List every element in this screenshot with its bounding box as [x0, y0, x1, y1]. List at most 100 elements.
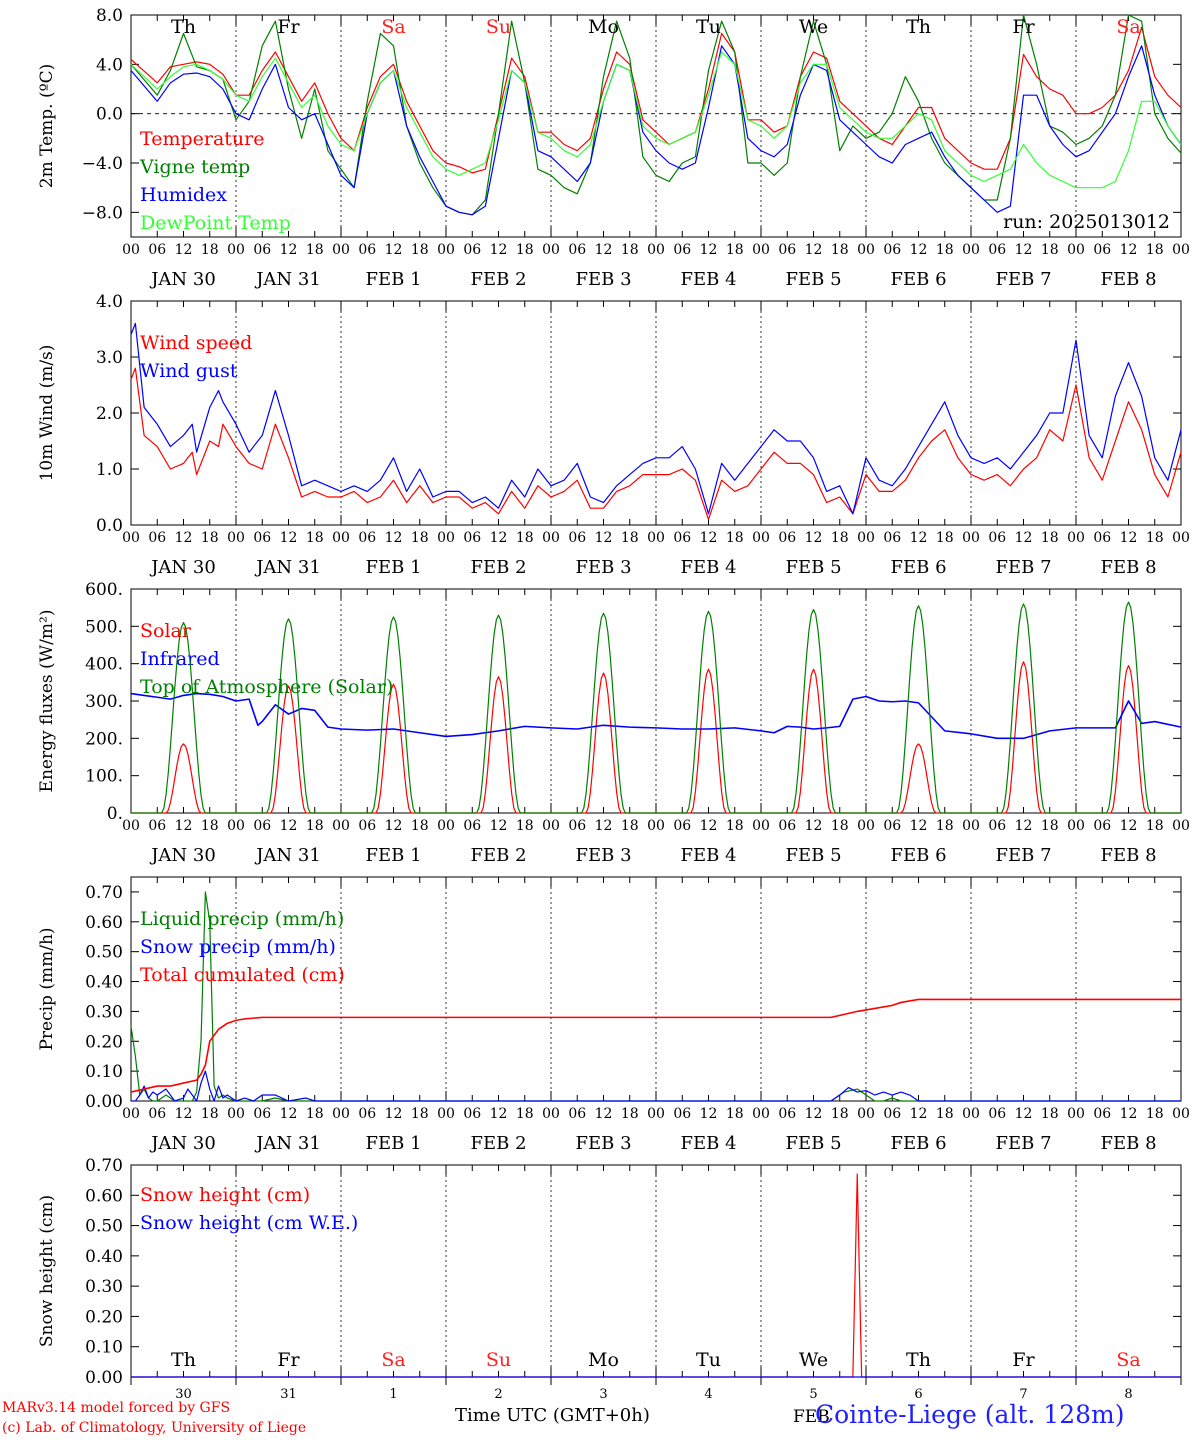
temp-weekday-label: Su [486, 16, 511, 38]
precip-ytick-label: 0.20 [85, 1032, 123, 1052]
precip-ylabel: Precip (mm/h) [37, 927, 57, 1050]
temp-weekday-label: Sa [1116, 16, 1140, 38]
precip-hour-label: 18 [306, 1106, 324, 1122]
temp-hour-label: 06 [148, 242, 166, 258]
temp-date-label: FEB 1 [365, 269, 421, 290]
energy-hour-label: 00 [1067, 818, 1085, 834]
wind-date-label: JAN 30 [149, 557, 216, 578]
energy-hour-label: 00 [752, 818, 770, 834]
temp-hour-label: 12 [1015, 242, 1033, 258]
precip-date-label: FEB 8 [1100, 1133, 1156, 1154]
temp-hour-label: 06 [463, 242, 481, 258]
wind-ytick-label: 3.0 [96, 348, 123, 368]
energy-hour-label: 18 [516, 818, 534, 834]
wind-date-label: FEB 1 [365, 557, 421, 578]
wind-hour-label: 00 [332, 530, 350, 546]
energy-hour-label: 00 [857, 818, 875, 834]
precip-date-label: FEB 6 [890, 1133, 946, 1154]
precip-hour-label: 00 [332, 1106, 350, 1122]
precip-hour-label: 06 [988, 1106, 1006, 1122]
energy-hour-label: 06 [463, 818, 481, 834]
precip-hour-label: 12 [1120, 1106, 1138, 1122]
wind-hour-label: 06 [253, 530, 271, 546]
precip-date-label: JAN 30 [149, 1133, 216, 1154]
snow-weekday-label: Sa [381, 1349, 405, 1371]
energy-hour-label: 06 [778, 818, 796, 834]
precip-hour-label: 18 [516, 1106, 534, 1122]
wind-hour-label: 06 [988, 530, 1006, 546]
temp-series-0 [130, 26, 1182, 174]
temp-date-label: FEB 5 [785, 269, 841, 290]
wind-hour-label: 12 [280, 530, 298, 546]
energy-hour-label: 12 [280, 818, 298, 834]
snow-day-number: 31 [280, 1387, 297, 1402]
temp-weekday-label: Th [171, 16, 196, 38]
energy-hour-label: 18 [1146, 818, 1164, 834]
temp-hour-label: 12 [805, 242, 823, 258]
wind-ytick-label: 4.0 [96, 292, 123, 312]
temp-date-label: FEB 3 [575, 269, 631, 290]
temp-weekday-label: Sa [381, 16, 405, 38]
precip-ytick-label: 0.30 [85, 1002, 123, 1022]
precip-hour-label: 06 [673, 1106, 691, 1122]
temp-ytick-label: 8.0 [96, 6, 123, 26]
precip-hour-label: 06 [148, 1106, 166, 1122]
snow-weekday-label: We [799, 1349, 828, 1371]
precip-hour-label: 06 [463, 1106, 481, 1122]
precip-legend-0: Liquid precip (mm/h) [140, 908, 344, 930]
snow-weekday-label: Th [171, 1349, 196, 1371]
temp-ytick-label: 0.0 [96, 105, 123, 125]
temp-hour-label: 12 [490, 242, 508, 258]
energy-hour-label: 12 [1015, 818, 1033, 834]
energy-hour-label: 00 [542, 818, 560, 834]
precip-legend-2: Total cumulated (cm) [140, 964, 345, 986]
energy-date-label: FEB 7 [995, 845, 1051, 866]
temp-ytick-label: −4.0 [82, 154, 123, 174]
snow-legend-0: Snow height (cm) [140, 1184, 310, 1206]
energy-hour-label: 06 [253, 818, 271, 834]
temp-date-label: FEB 4 [680, 269, 736, 290]
wind-hour-label: 06 [883, 530, 901, 546]
wind-hour-label: 18 [831, 530, 849, 546]
station-label: Cointe-Liege (alt. 128m) [815, 1400, 1125, 1429]
energy-hour-label: 12 [175, 818, 193, 834]
temp-weekday-label: Tu [696, 16, 721, 38]
wind-series-1 [130, 322, 1182, 515]
snow-ytick-label: 0.10 [85, 1338, 123, 1358]
wind-hour-label: 12 [805, 530, 823, 546]
wind-hour-label: 06 [463, 530, 481, 546]
temp-hour-label: 18 [411, 242, 429, 258]
snow-ytick-label: 0.40 [85, 1247, 123, 1267]
temp-series-1 [130, 14, 1182, 216]
temp-series-3 [130, 51, 1182, 189]
wind-date-label: JAN 31 [254, 557, 321, 578]
wind-hour-label: 18 [306, 530, 324, 546]
precip-series-0 [130, 891, 1181, 1102]
temp-legend-1: Vigne temp [139, 156, 250, 178]
precip-hour-label: 18 [726, 1106, 744, 1122]
energy-hour-label: 06 [358, 818, 376, 834]
precip-date-label: JAN 31 [254, 1133, 321, 1154]
wind-hour-label: 12 [595, 530, 613, 546]
wind-ytick-label: 0.0 [96, 516, 123, 536]
wind-hour-label: 18 [726, 530, 744, 546]
wind-hour-label: 12 [1015, 530, 1033, 546]
precip-hour-label: 06 [1093, 1106, 1111, 1122]
energy-hour-label: 00 [647, 818, 665, 834]
wind-hour-label: 00 [752, 530, 770, 546]
wind-hour-label: 06 [148, 530, 166, 546]
wind-hour-label: 12 [385, 530, 403, 546]
energy-hour-label: 18 [726, 818, 744, 834]
temp-hour-label: 06 [568, 242, 586, 258]
precip-hour-label: 00 [542, 1106, 560, 1122]
snow-weekday-label: Fr [1012, 1349, 1035, 1371]
temp-weekday-label: We [799, 16, 828, 38]
precip-ytick-label: 0.40 [85, 973, 123, 993]
temp-hour-label: 18 [1041, 242, 1059, 258]
wind-series-0 [130, 367, 1182, 521]
energy-date-label: FEB 2 [470, 845, 526, 866]
energy-hour-label: 18 [306, 818, 324, 834]
precip-ytick-label: 0.70 [85, 883, 123, 903]
precip-hour-label: 12 [385, 1106, 403, 1122]
energy-hour-label: 06 [148, 818, 166, 834]
